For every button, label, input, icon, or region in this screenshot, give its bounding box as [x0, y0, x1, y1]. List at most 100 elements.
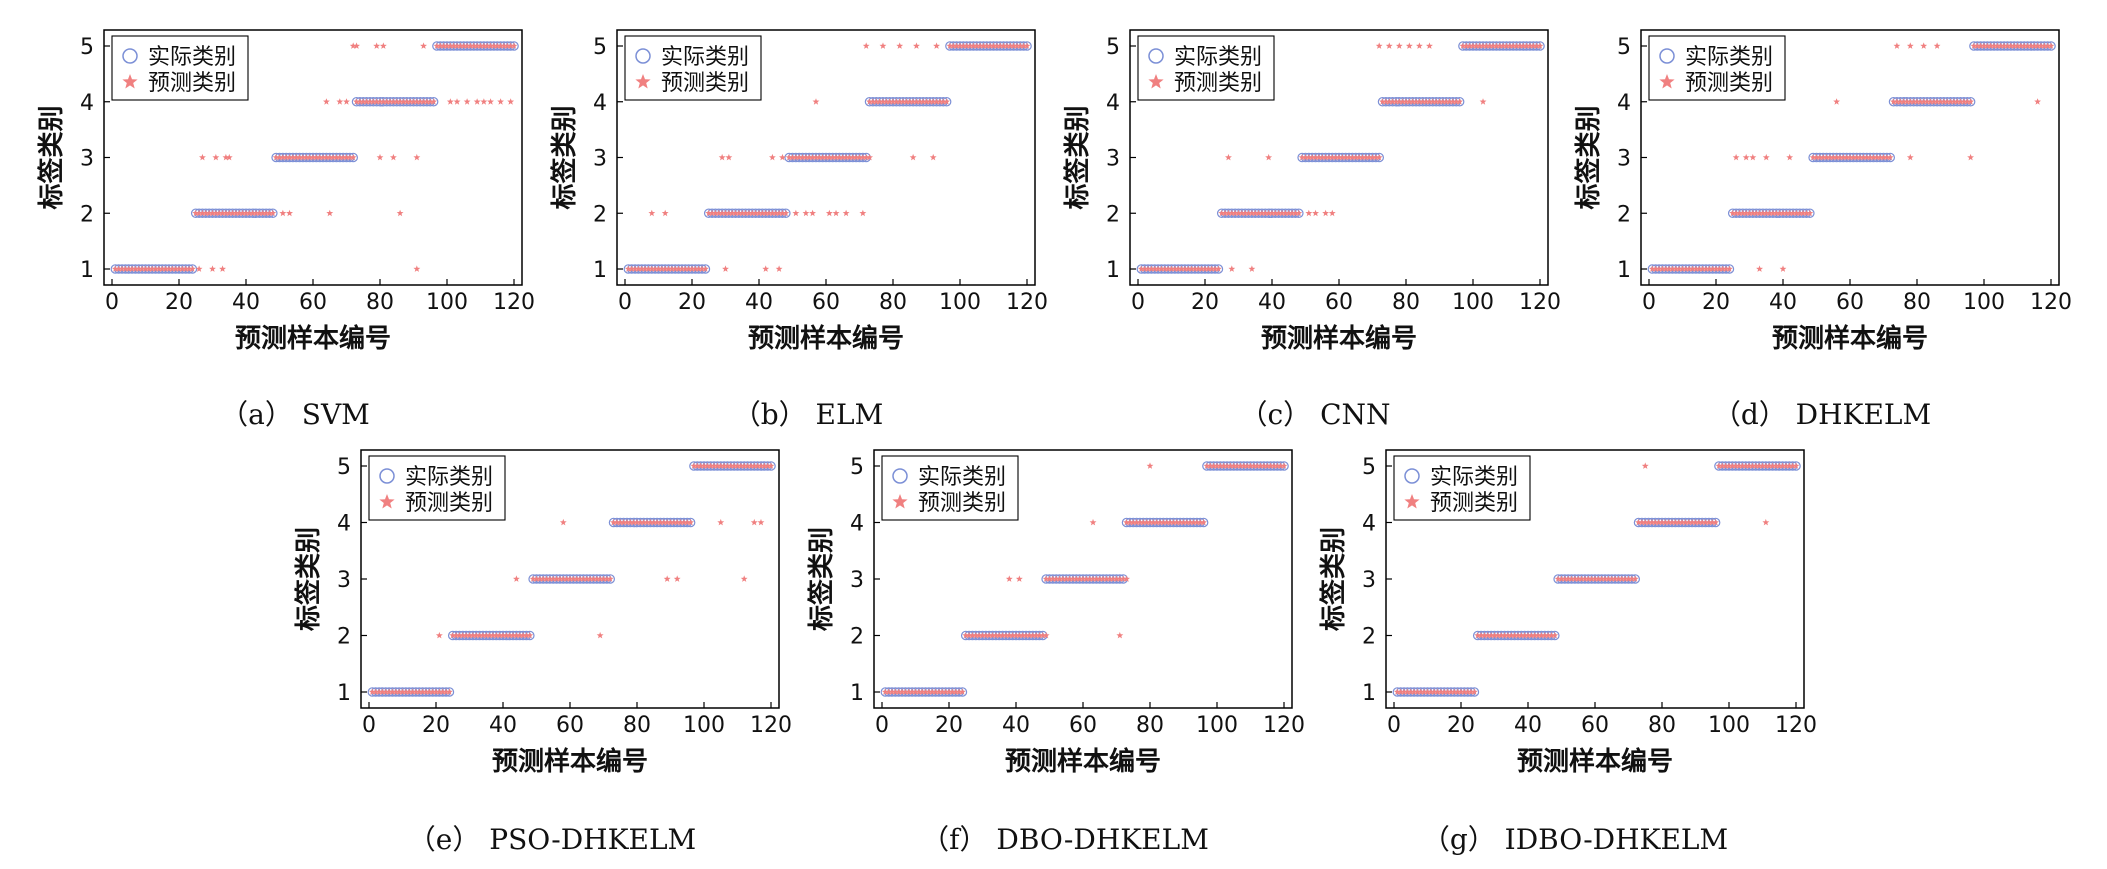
predicted-point — [1257, 462, 1264, 469]
predicted-point — [242, 209, 250, 217]
predicted-outlier-point — [1479, 98, 1487, 105]
predicted-point — [952, 688, 960, 695]
predicted-outlier-point — [199, 153, 206, 161]
predicted-point — [1519, 42, 1527, 49]
predicted-point — [386, 98, 394, 105]
x-tick-label: 20 — [165, 290, 193, 315]
predicted-point — [395, 688, 403, 695]
predicted-point — [1916, 98, 1924, 105]
predicted-point — [359, 98, 367, 105]
predicted-point — [1728, 462, 1736, 469]
predicted-point — [1260, 462, 1268, 469]
predicted-point — [586, 575, 594, 582]
predicted-point — [1611, 575, 1619, 582]
predicted-point — [1883, 153, 1891, 161]
predicted-point — [1419, 98, 1427, 105]
predicted-point — [1793, 209, 1800, 217]
predicted-point — [732, 209, 739, 217]
predicted-point — [647, 518, 654, 526]
predicted-point — [1516, 42, 1524, 49]
predicted-point — [946, 42, 954, 49]
predicted-point — [410, 98, 417, 105]
predicted-outlier-point — [1833, 98, 1840, 105]
predicted-point — [1005, 631, 1013, 639]
predicted-point — [333, 153, 340, 161]
x-tick-label: 120 — [750, 713, 792, 738]
x-tick-label: 20 — [1191, 290, 1219, 315]
predicted-point — [446, 42, 454, 49]
predicted-point — [479, 631, 487, 639]
y-tick-label: 5 — [337, 455, 351, 480]
predicted-point — [1148, 265, 1155, 272]
predicted-point — [730, 462, 738, 469]
legend-predicted-marker — [1659, 74, 1675, 89]
x-tick-label: 60 — [812, 290, 840, 315]
predicted-point — [1022, 631, 1030, 639]
predicted-point — [222, 209, 230, 217]
predicted-point — [1153, 518, 1161, 526]
legend-predicted-label: 预测类别 — [405, 491, 493, 516]
predicted-point — [1551, 631, 1559, 639]
predicted-point — [1725, 462, 1733, 469]
predicted-point — [955, 688, 963, 695]
predicted-outlier-point — [1015, 575, 1023, 582]
predicted-point — [989, 631, 996, 639]
predicted-point — [396, 98, 404, 105]
predicted-point — [1702, 265, 1710, 272]
predicted-point — [1312, 153, 1319, 161]
legend-actual-marker — [635, 48, 651, 64]
predicted-point — [2027, 42, 2035, 49]
predicted-point — [1338, 153, 1346, 161]
predicted-point — [965, 631, 973, 639]
predicted-point — [1506, 42, 1514, 49]
caption-f: （f） DBO-DHKELM — [921, 823, 1209, 856]
predicted-point — [812, 153, 820, 161]
predicted-point — [1154, 265, 1162, 272]
predicted-point — [1910, 98, 1918, 105]
predicted-point — [1362, 153, 1370, 161]
predicted-point — [996, 42, 1004, 49]
predicted-point — [1298, 153, 1306, 161]
predicted-point — [1365, 153, 1373, 161]
predicted-point — [1866, 153, 1874, 161]
predicted-point — [1268, 209, 1276, 217]
predicted-point — [1648, 265, 1656, 272]
y-tick-label: 5 — [80, 35, 94, 60]
predicted-point — [1417, 688, 1425, 695]
predicted-point — [959, 42, 967, 49]
y-tick-label: 2 — [337, 625, 351, 650]
predicted-point — [1275, 209, 1283, 217]
predicted-outlier-point — [722, 265, 729, 272]
predicted-point — [943, 98, 950, 105]
predicted-point — [1742, 209, 1750, 217]
predicted-point — [966, 42, 974, 49]
predicted-point — [1049, 575, 1057, 582]
predicted-point — [155, 265, 163, 272]
predicted-point — [1843, 153, 1851, 161]
predicted-point — [762, 209, 770, 217]
x-tick-label: 120 — [1519, 290, 1561, 315]
predicted-point — [688, 265, 696, 272]
predicted-point — [1454, 688, 1462, 695]
predicted-point — [1046, 575, 1053, 582]
predicted-point — [1223, 462, 1231, 469]
y-tick-label: 4 — [593, 91, 607, 116]
predicted-point — [389, 688, 396, 695]
predicted-point — [1392, 98, 1400, 105]
predicted-point — [846, 153, 853, 161]
predicted-point — [368, 688, 376, 695]
predicted-point — [2020, 42, 2028, 49]
predicted-point — [1335, 153, 1343, 161]
predicted-point — [832, 153, 840, 161]
predicted-point — [372, 688, 380, 695]
predicted-point — [1089, 575, 1097, 582]
predicted-point — [1449, 98, 1457, 105]
predicted-point — [1183, 518, 1191, 526]
predicted-point — [1732, 462, 1740, 469]
predicted-point — [1803, 209, 1810, 217]
predicted-point — [566, 575, 574, 582]
predicted-point — [1013, 42, 1021, 49]
predicted-point — [1786, 209, 1794, 217]
predicted-point — [513, 631, 520, 639]
predicted-point — [1685, 518, 1693, 526]
